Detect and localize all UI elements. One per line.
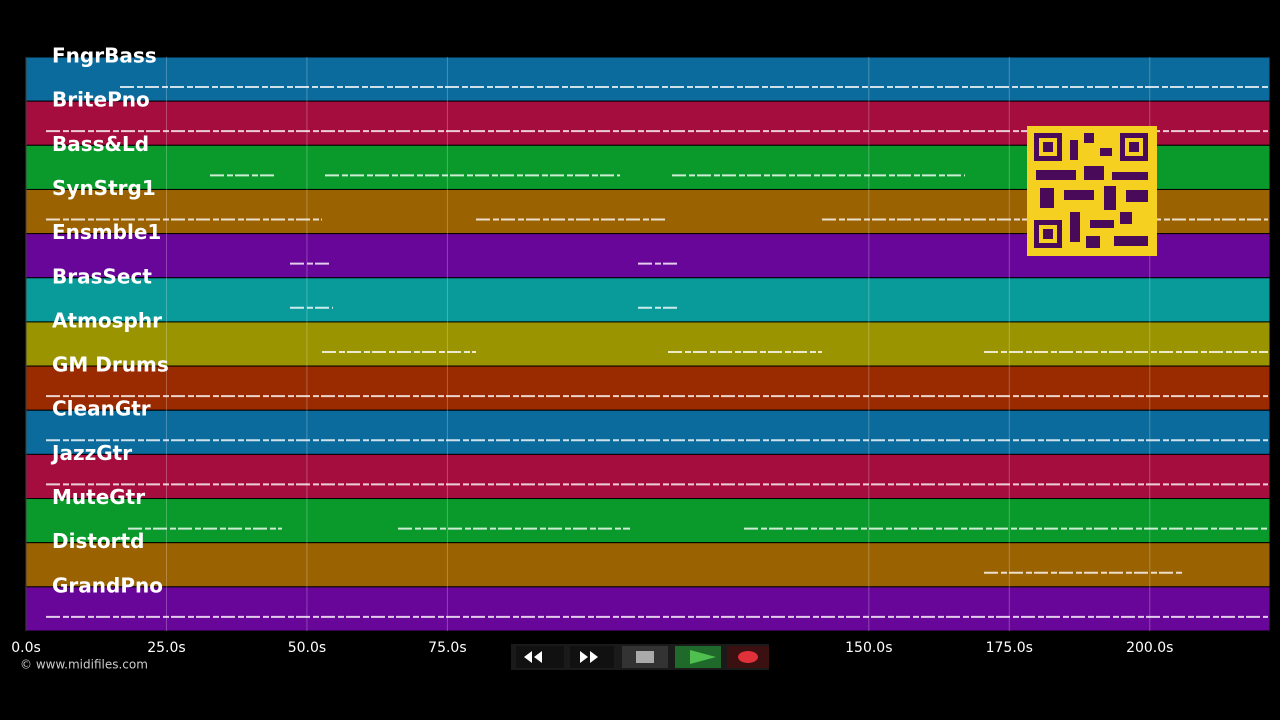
tick-label: 150.0s bbox=[845, 640, 892, 656]
forward-button[interactable] bbox=[570, 646, 614, 668]
track-label: GM Drums bbox=[52, 353, 169, 377]
tick-label: 50.0s bbox=[288, 640, 326, 656]
tick-label: 175.0s bbox=[986, 640, 1033, 656]
track-band bbox=[25, 586, 1271, 632]
track-label: SynStrg1 bbox=[52, 176, 156, 200]
track-band bbox=[25, 453, 1271, 500]
tick-label: 0.0s bbox=[11, 640, 41, 656]
track-band bbox=[25, 277, 1271, 323]
track-label: Atmosphr bbox=[52, 308, 162, 332]
track-label: BrasSect bbox=[52, 264, 152, 288]
track-band bbox=[25, 365, 1271, 411]
track-label: BritePno bbox=[52, 88, 150, 112]
tick-label: 25.0s bbox=[147, 640, 185, 656]
tick-label: 75.0s bbox=[428, 640, 466, 656]
track-label: Distortd bbox=[52, 529, 144, 553]
track-band bbox=[25, 498, 1271, 544]
transport-controls bbox=[511, 644, 769, 670]
track-label: Bass&Ld bbox=[52, 132, 149, 156]
time-axis: 0.0s 25.0s 50.0s 75.0s 150.0s 175.0s 200.0s bbox=[11, 640, 1173, 656]
tick-label: 200.0s bbox=[1126, 640, 1173, 656]
rewind-button[interactable] bbox=[516, 646, 564, 668]
record-button[interactable] bbox=[727, 646, 769, 668]
track-band bbox=[25, 321, 1271, 367]
track-band bbox=[25, 409, 1271, 455]
track-band bbox=[25, 56, 1271, 102]
track-label: CleanGtr bbox=[52, 397, 151, 421]
track-band bbox=[25, 542, 1271, 588]
track-label: MuteGtr bbox=[52, 485, 145, 509]
note-streaks bbox=[46, 86, 1268, 618]
qr-code bbox=[1027, 126, 1157, 256]
track-label: GrandPno bbox=[52, 573, 163, 597]
play-button[interactable] bbox=[675, 646, 721, 668]
track-label: Ensmble1 bbox=[52, 220, 161, 244]
track-label: FngrBass bbox=[52, 44, 157, 68]
time-grid bbox=[25, 57, 1151, 631]
credit: © www.midifiles.com bbox=[20, 658, 148, 672]
track-labels: FngrBass BritePno Bass&Ld SynStrg1 Ensmble1 B… bbox=[50, 44, 169, 598]
stop-button[interactable] bbox=[622, 646, 668, 668]
track-label: JazzGtr bbox=[50, 441, 132, 465]
